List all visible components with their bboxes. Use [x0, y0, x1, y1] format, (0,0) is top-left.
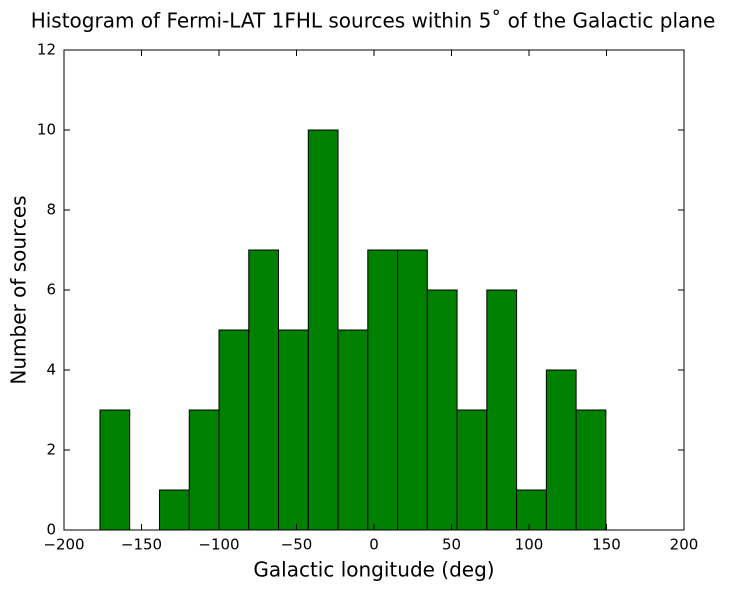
bar — [278, 329, 309, 531]
bar — [307, 129, 339, 531]
x-tick-label: 200 — [670, 536, 699, 554]
y-tick-label: 0 — [46, 521, 56, 539]
x-tick-label: 50 — [442, 536, 461, 554]
bar — [337, 329, 369, 531]
y-tick-label: 2 — [46, 441, 56, 459]
y-tick-label: 4 — [46, 361, 56, 379]
bar — [158, 489, 190, 531]
bar — [516, 489, 547, 531]
x-tick-label: 150 — [592, 536, 621, 554]
bar — [397, 249, 428, 531]
y-tick-label: 6 — [46, 281, 56, 299]
bar — [456, 409, 488, 531]
x-tick-label: 0 — [369, 536, 379, 554]
x-tick-label: −200 — [43, 536, 84, 554]
bar — [218, 329, 250, 531]
bar — [99, 409, 131, 531]
bar — [575, 409, 607, 531]
x-axis-label: Galactic longitude (deg) — [253, 558, 494, 582]
x-tick-label: −150 — [121, 536, 162, 554]
bar — [188, 409, 220, 531]
y-tick-label: 10 — [37, 121, 56, 139]
bar — [367, 249, 399, 531]
x-tick-label: −50 — [281, 536, 313, 554]
bar — [426, 289, 458, 531]
y-tick-label: 8 — [46, 201, 56, 219]
bar — [248, 249, 280, 531]
x-tick-label: −100 — [198, 536, 239, 554]
bar — [486, 289, 518, 531]
y-tick-label: 12 — [37, 41, 56, 59]
x-tick-label: 100 — [515, 536, 544, 554]
bar — [545, 369, 577, 531]
y-axis-label: Number of sources — [7, 195, 31, 384]
chart-title: Histogram of Fermi-LAT 1FHL sources with… — [31, 9, 716, 33]
